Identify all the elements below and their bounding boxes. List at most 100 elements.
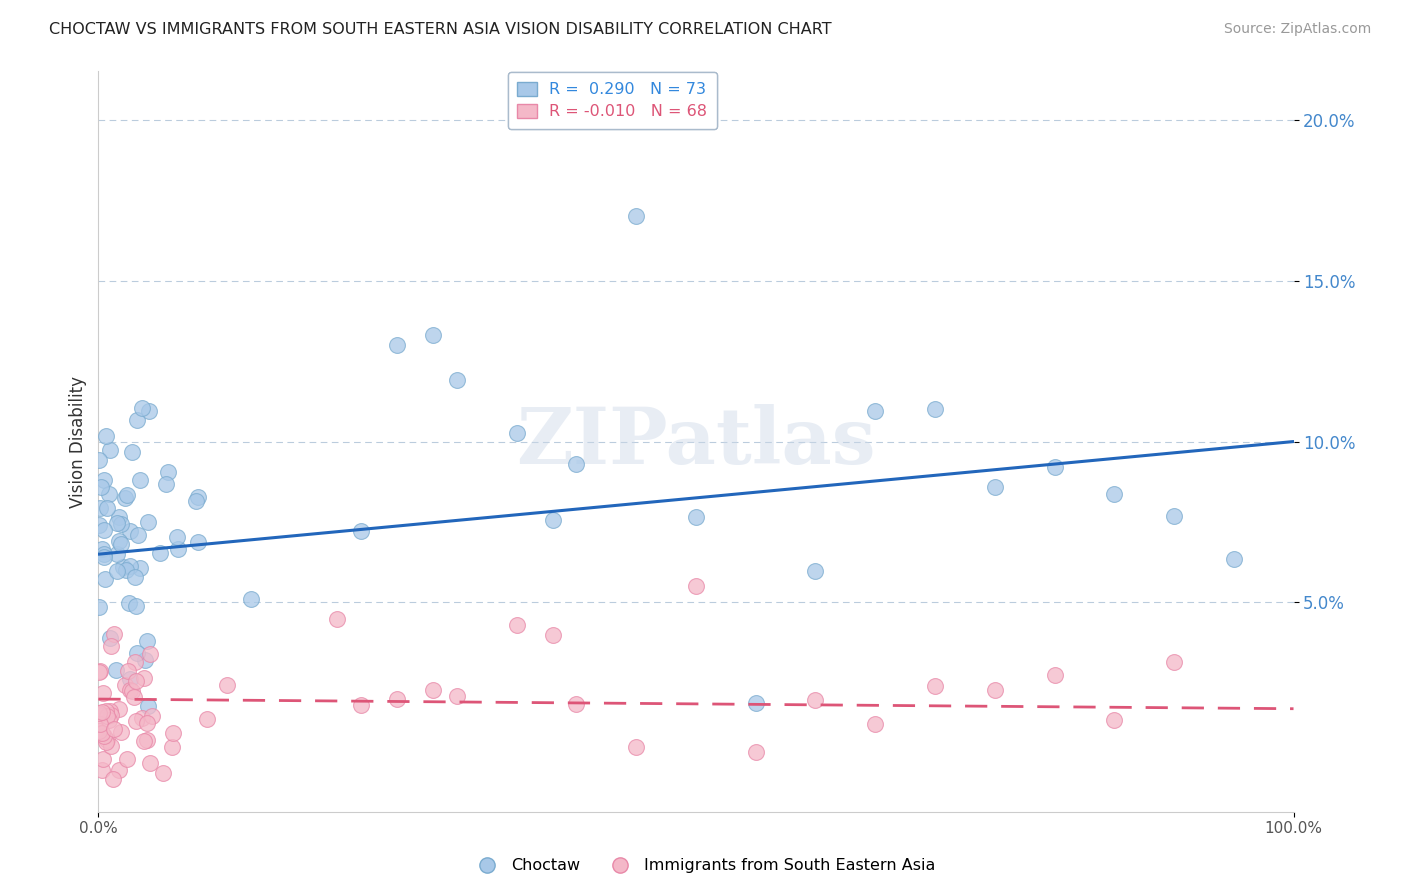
Point [541, 513, 564, 527]
Point [87, 707, 110, 722]
Point [94, 429, 117, 443]
Point [110, 516, 132, 531]
Point [122, 690, 145, 704]
Point [98, 442, 121, 457]
Point [422, 328, 444, 343]
Point [121, 684, 143, 698]
Point [506, 425, 529, 440]
Point [541, 628, 564, 642]
Point [124, 656, 146, 670]
Point [506, 618, 529, 632]
Point [128, 561, 150, 575]
Point [90, 542, 112, 557]
Point [138, 403, 160, 417]
Point [93, 473, 115, 487]
Point [422, 683, 444, 698]
Point [924, 402, 946, 417]
Point [114, 677, 136, 691]
Point [1163, 509, 1185, 524]
Point [89, 665, 111, 679]
Point [127, 646, 149, 660]
Point [685, 579, 707, 593]
Point [1043, 668, 1066, 682]
Text: ZIPatlas: ZIPatlas [516, 403, 876, 480]
Point [90, 480, 112, 494]
Point [195, 712, 218, 726]
Point [187, 535, 209, 549]
Point [91, 764, 114, 778]
Point [101, 772, 124, 786]
Point [135, 732, 157, 747]
Point [1104, 487, 1126, 501]
Point [98, 487, 121, 501]
Point [91, 725, 114, 739]
Point [131, 401, 153, 416]
Point [446, 689, 468, 703]
Point [105, 547, 128, 561]
Point [804, 693, 827, 707]
Point [134, 671, 156, 685]
Point [141, 709, 163, 723]
Text: CHOCTAW VS IMMIGRANTS FROM SOUTH EASTERN ASIA VISION DISABILITY CORRELATION CHAR: CHOCTAW VS IMMIGRANTS FROM SOUTH EASTERN… [49, 22, 832, 37]
Point [89, 500, 111, 515]
Point [134, 653, 156, 667]
Point [108, 702, 131, 716]
Point [125, 714, 148, 728]
Point [115, 488, 138, 502]
Point [240, 592, 263, 607]
Point [108, 764, 131, 778]
Point [626, 739, 648, 754]
Point [105, 564, 128, 578]
Point [91, 686, 114, 700]
Point [114, 491, 136, 505]
Point [87, 518, 110, 533]
Point [745, 696, 768, 710]
Legend: Choctaw, Immigrants from South Eastern Asia: Choctaw, Immigrants from South Eastern A… [464, 852, 942, 880]
Point [114, 563, 136, 577]
Point [1223, 552, 1246, 566]
Point [94, 573, 117, 587]
Point [120, 524, 142, 538]
Point [87, 706, 110, 720]
Point [149, 546, 172, 560]
Point [131, 711, 153, 725]
Point [157, 465, 180, 479]
Point [89, 716, 111, 731]
Point [96, 500, 118, 515]
Point [745, 745, 768, 759]
Point [166, 529, 188, 543]
Point [136, 698, 159, 713]
Point [865, 404, 887, 418]
Point [96, 732, 118, 747]
Point [100, 708, 122, 723]
Point [108, 533, 131, 548]
Point [136, 515, 159, 529]
Point [162, 725, 184, 739]
Point [1104, 713, 1126, 727]
Point [98, 705, 121, 719]
Point [97, 714, 120, 728]
Point [96, 709, 118, 723]
Y-axis label: Vision Disability: Vision Disability [69, 376, 87, 508]
Point [94, 704, 117, 718]
Point [215, 678, 238, 692]
Point [110, 725, 132, 739]
Point [865, 716, 887, 731]
Point [115, 752, 138, 766]
Point [107, 509, 129, 524]
Point [138, 756, 160, 770]
Point [125, 413, 148, 427]
Point [110, 537, 132, 551]
Point [105, 516, 128, 530]
Point [152, 766, 174, 780]
Point [118, 596, 141, 610]
Point [804, 564, 827, 578]
Point [565, 697, 588, 711]
Point [104, 663, 127, 677]
Point [984, 480, 1007, 494]
Point [96, 735, 118, 749]
Point [87, 723, 110, 738]
Point [135, 634, 157, 648]
Point [385, 692, 409, 706]
Point [118, 682, 141, 697]
